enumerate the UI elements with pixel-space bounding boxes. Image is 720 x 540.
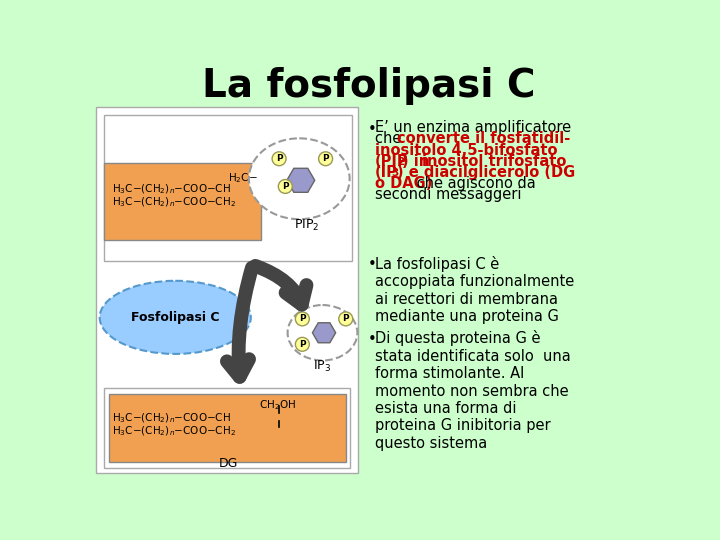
Circle shape [295,338,310,351]
Text: CH$_2$OH: CH$_2$OH [259,398,296,412]
Polygon shape [312,323,336,343]
Circle shape [319,152,333,166]
Circle shape [339,312,353,326]
Text: ) in: ) in [402,154,435,168]
Text: P: P [299,340,306,349]
Text: (IP: (IP [375,165,398,180]
Text: Fosfolipasi C: Fosfolipasi C [131,311,220,324]
Text: P: P [299,314,306,323]
Bar [104,388,351,468]
Text: Di questa proteina G è
stata identificata solo  una
forma stimolante. Al
momento: Di questa proteina G è stata identificat… [375,330,571,451]
Bar [109,394,346,462]
Text: che agiscono da: che agiscono da [413,176,536,191]
Text: H$_3$C$-$(CH$_2$)$_n$$-$COO$-$CH: H$_3$C$-$(CH$_2$)$_n$$-$COO$-$CH [112,411,230,425]
Polygon shape [287,168,315,192]
Text: La fosfolipasi C è
accoppiata funzionalmente
ai recettori di membrana
mediante u: La fosfolipasi C è accoppiata funzionalm… [375,256,575,324]
Bar [104,164,261,240]
Ellipse shape [249,138,350,219]
Text: 2: 2 [397,157,404,167]
Ellipse shape [287,305,357,361]
FancyArrowPatch shape [256,266,307,305]
Bar [104,115,352,261]
Text: •: • [367,257,376,272]
Text: H$_2$C$-$: H$_2$C$-$ [228,171,258,185]
Text: •: • [367,122,376,137]
Circle shape [279,179,292,193]
Bar [96,107,358,473]
Text: H$_3$C$-$(CH$_2$)$_n$$-$COO$-$CH$_2$: H$_3$C$-$(CH$_2$)$_n$$-$COO$-$CH$_2$ [112,424,235,438]
Text: inositol trifosfato: inositol trifosfato [422,154,566,168]
Text: (PIP: (PIP [375,154,409,168]
Text: •: • [367,332,376,347]
Text: P: P [343,314,349,323]
Text: che: che [375,131,406,146]
Text: P: P [276,154,282,163]
Text: P: P [282,182,289,191]
Text: o DAG): o DAG) [375,176,433,191]
Text: secondi messaggeri: secondi messaggeri [375,187,522,202]
Text: H$_3$C$-$(CH$_2$)$_n$$-$COO$-$CH$_2$: H$_3$C$-$(CH$_2$)$_n$$-$COO$-$CH$_2$ [112,195,235,210]
Text: ) e diacilglicerolo (DG: ) e diacilglicerolo (DG [397,165,575,180]
Text: E’ un enzima amplificatore: E’ un enzima amplificatore [375,120,572,135]
Text: PIP$_2$: PIP$_2$ [294,218,320,233]
Text: IP$_3$: IP$_3$ [313,359,332,374]
Circle shape [272,152,286,166]
Text: P: P [323,154,329,163]
Text: DG: DG [218,457,238,470]
Ellipse shape [99,281,251,354]
FancyArrowPatch shape [227,268,252,377]
Text: La fosfolipasi C: La fosfolipasi C [202,68,536,105]
Text: H$_3$C$-$(CH$_2$)$_n$$-$COO$-$CH: H$_3$C$-$(CH$_2$)$_n$$-$COO$-$CH [112,183,230,196]
Text: inositolo 4,5-bifosfato: inositolo 4,5-bifosfato [375,143,558,158]
Text: converte il fosfatidil-: converte il fosfatidil- [397,131,570,146]
Text: 3: 3 [392,168,399,178]
Circle shape [295,312,310,326]
